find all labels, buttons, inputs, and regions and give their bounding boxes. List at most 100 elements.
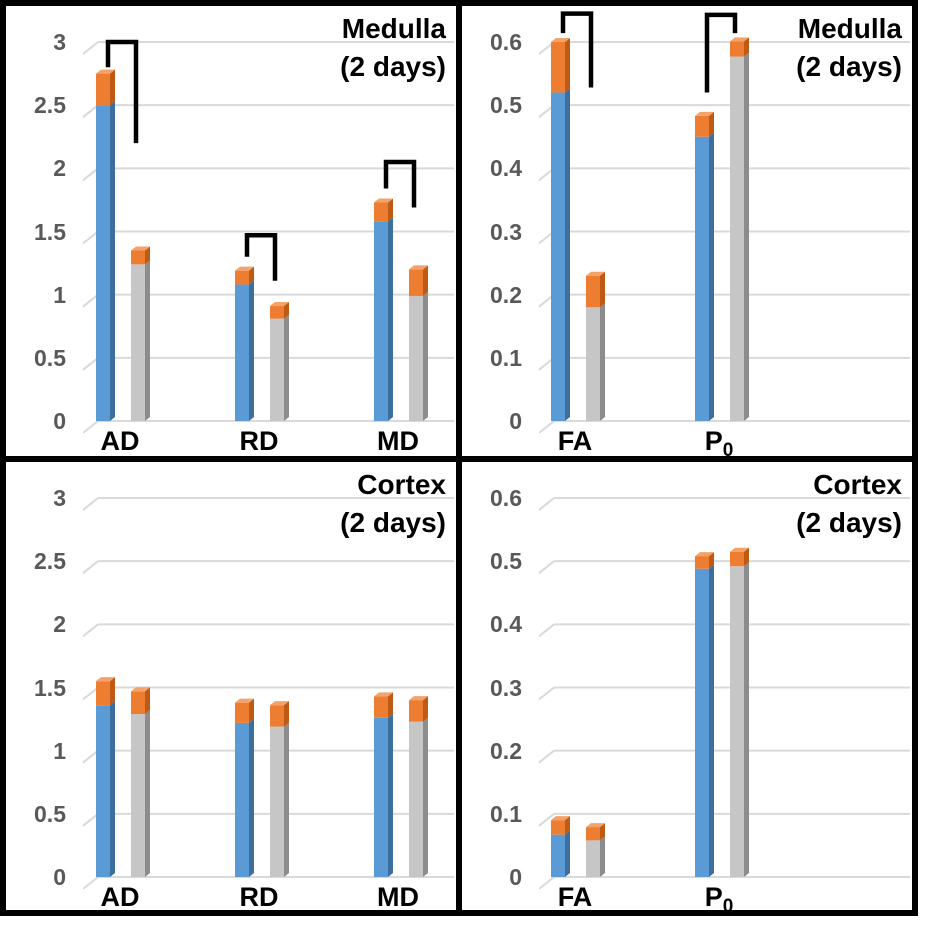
error-cap	[730, 551, 744, 567]
x-category-label-FA: FA	[557, 426, 593, 456]
error-cap-side-face	[565, 38, 570, 93]
error-cap-top-face	[730, 547, 749, 552]
bar-front-face	[730, 56, 744, 422]
error-cap-side-face	[110, 69, 115, 106]
bar-front-face	[235, 722, 249, 877]
chart-cortex-diffusivity	[82, 497, 454, 890]
gridline-depth-tick	[82, 167, 99, 182]
bar-series2-gray-MD	[409, 696, 428, 877]
panel-medulla-diffusivity: Medulla (2 days) 0 0.5 1 1.5 2 2.5 3 AD RD MD	[0, 0, 462, 462]
significance-bracket	[244, 233, 278, 281]
bar-side-face	[600, 303, 605, 421]
error-cap-side-face	[145, 246, 150, 265]
error-cap-top-face	[409, 696, 428, 701]
bar-front-face	[695, 136, 709, 421]
error-cap-side-face	[388, 692, 393, 718]
x-category-label-subscript: 0	[722, 896, 734, 917]
error-cap	[131, 250, 145, 265]
panel-title: Cortex (2 days)	[340, 466, 446, 542]
bar-side-face	[709, 564, 714, 877]
bar-series1-blue-RD	[235, 266, 254, 421]
error-cap-top-face	[96, 69, 115, 74]
panel-title-timepoint: (2 days)	[340, 51, 446, 82]
y-tick-label: 0	[53, 864, 66, 890]
error-cap	[270, 705, 284, 727]
bar-series2-gray-RD	[270, 302, 289, 421]
panel-cortex-diffusivity: Cortex (2 days) 0 0.5 1 1.5 2 2.5 3 AD RD MD	[0, 456, 462, 916]
gridline-depth-tick	[82, 560, 99, 574]
y-tick-label: 0.6	[490, 29, 522, 55]
error-cap-top-face	[695, 111, 714, 116]
y-tick-label: 0	[509, 864, 522, 890]
error-cap	[586, 827, 600, 841]
y-tick-label: 0.4	[490, 155, 522, 182]
error-cap-side-face	[423, 265, 428, 296]
bar-series2-gray-FA	[586, 823, 605, 877]
y-tick-label: 0	[509, 408, 522, 434]
y-tick-label: 0	[53, 408, 66, 434]
x-category-label-AD: AD	[100, 882, 140, 912]
error-cap-top-face	[551, 816, 570, 821]
bar-side-face	[110, 101, 115, 422]
gridline-depth-tick	[82, 876, 99, 890]
gridline-depth-tick	[538, 623, 555, 638]
bar-front-face	[96, 705, 110, 877]
bar-series1-blue-FA	[551, 816, 570, 877]
y-tick-label: 1.5	[34, 218, 66, 245]
bar-front-face	[409, 721, 423, 877]
x-category-label-FA: FA	[557, 882, 593, 912]
bar-series2-gray-AD	[131, 246, 150, 421]
error-cap-top-face	[730, 37, 749, 42]
x-category-label-AD: AD	[100, 426, 140, 456]
bar-side-face	[600, 836, 605, 877]
y-tick-label: 0.3	[490, 674, 522, 701]
y-tick-label: 2	[53, 611, 66, 638]
x-category-label-RD: RD	[239, 426, 279, 456]
x-category-label-P0: P0	[704, 426, 734, 461]
gridline-depth-tick	[538, 749, 555, 764]
bar-front-face	[551, 834, 565, 877]
bar-front-face	[586, 307, 600, 421]
error-cap-top-face	[586, 271, 605, 276]
panel-title-timepoint: (2 days)	[796, 507, 902, 538]
error-cap	[695, 556, 709, 569]
gridline-depth-tick	[538, 876, 555, 890]
bar-front-face	[270, 726, 284, 877]
bar-side-face	[388, 217, 393, 421]
error-cap-top-face	[374, 692, 393, 697]
error-cap	[96, 73, 110, 106]
y-tick-label: 0.5	[490, 548, 522, 575]
error-cap-side-face	[565, 816, 570, 835]
y-tick-label: 0.5	[34, 344, 66, 371]
error-cap	[730, 41, 744, 57]
panel-medulla-fa-p0: Medulla (2 days) 0 0.1 0.2 0.3 0.4 0.5 0.6 FA P0	[456, 0, 918, 462]
error-cap-top-face	[270, 302, 289, 307]
x-category-label-RD: RD	[239, 882, 279, 912]
bar-side-face	[565, 830, 570, 877]
gridline-depth-tick	[82, 357, 99, 371]
bar-series2-gray-MD	[409, 265, 428, 421]
error-cap-top-face	[235, 266, 254, 271]
bar-front-face	[374, 221, 388, 421]
y-tick-label: 0.1	[490, 800, 522, 827]
panel-title-region: Cortex	[813, 469, 902, 500]
gridline-depth-tick	[538, 813, 555, 827]
x-category-label-P0: P0	[704, 882, 734, 917]
gridline-depth-tick	[82, 230, 99, 245]
error-cap-side-face	[709, 111, 714, 137]
chart-medulla-diffusivity	[82, 39, 454, 434]
gridline-depth-tick	[82, 497, 99, 511]
error-cap-side-face	[709, 552, 714, 569]
bar-series1-blue-P0	[695, 552, 714, 877]
gridline-depth-tick	[82, 749, 99, 764]
error-cap	[409, 269, 423, 296]
y-tick-label: 1	[53, 281, 66, 308]
panel-title-timepoint: (2 days)	[796, 51, 902, 82]
error-cap-side-face	[110, 677, 115, 706]
bar-series2-gray-P0	[730, 37, 749, 422]
bar-series2-gray-RD	[270, 701, 289, 877]
panel-title: Medulla (2 days)	[796, 10, 902, 86]
error-cap	[551, 820, 565, 835]
y-tick-label: 2	[53, 155, 66, 182]
